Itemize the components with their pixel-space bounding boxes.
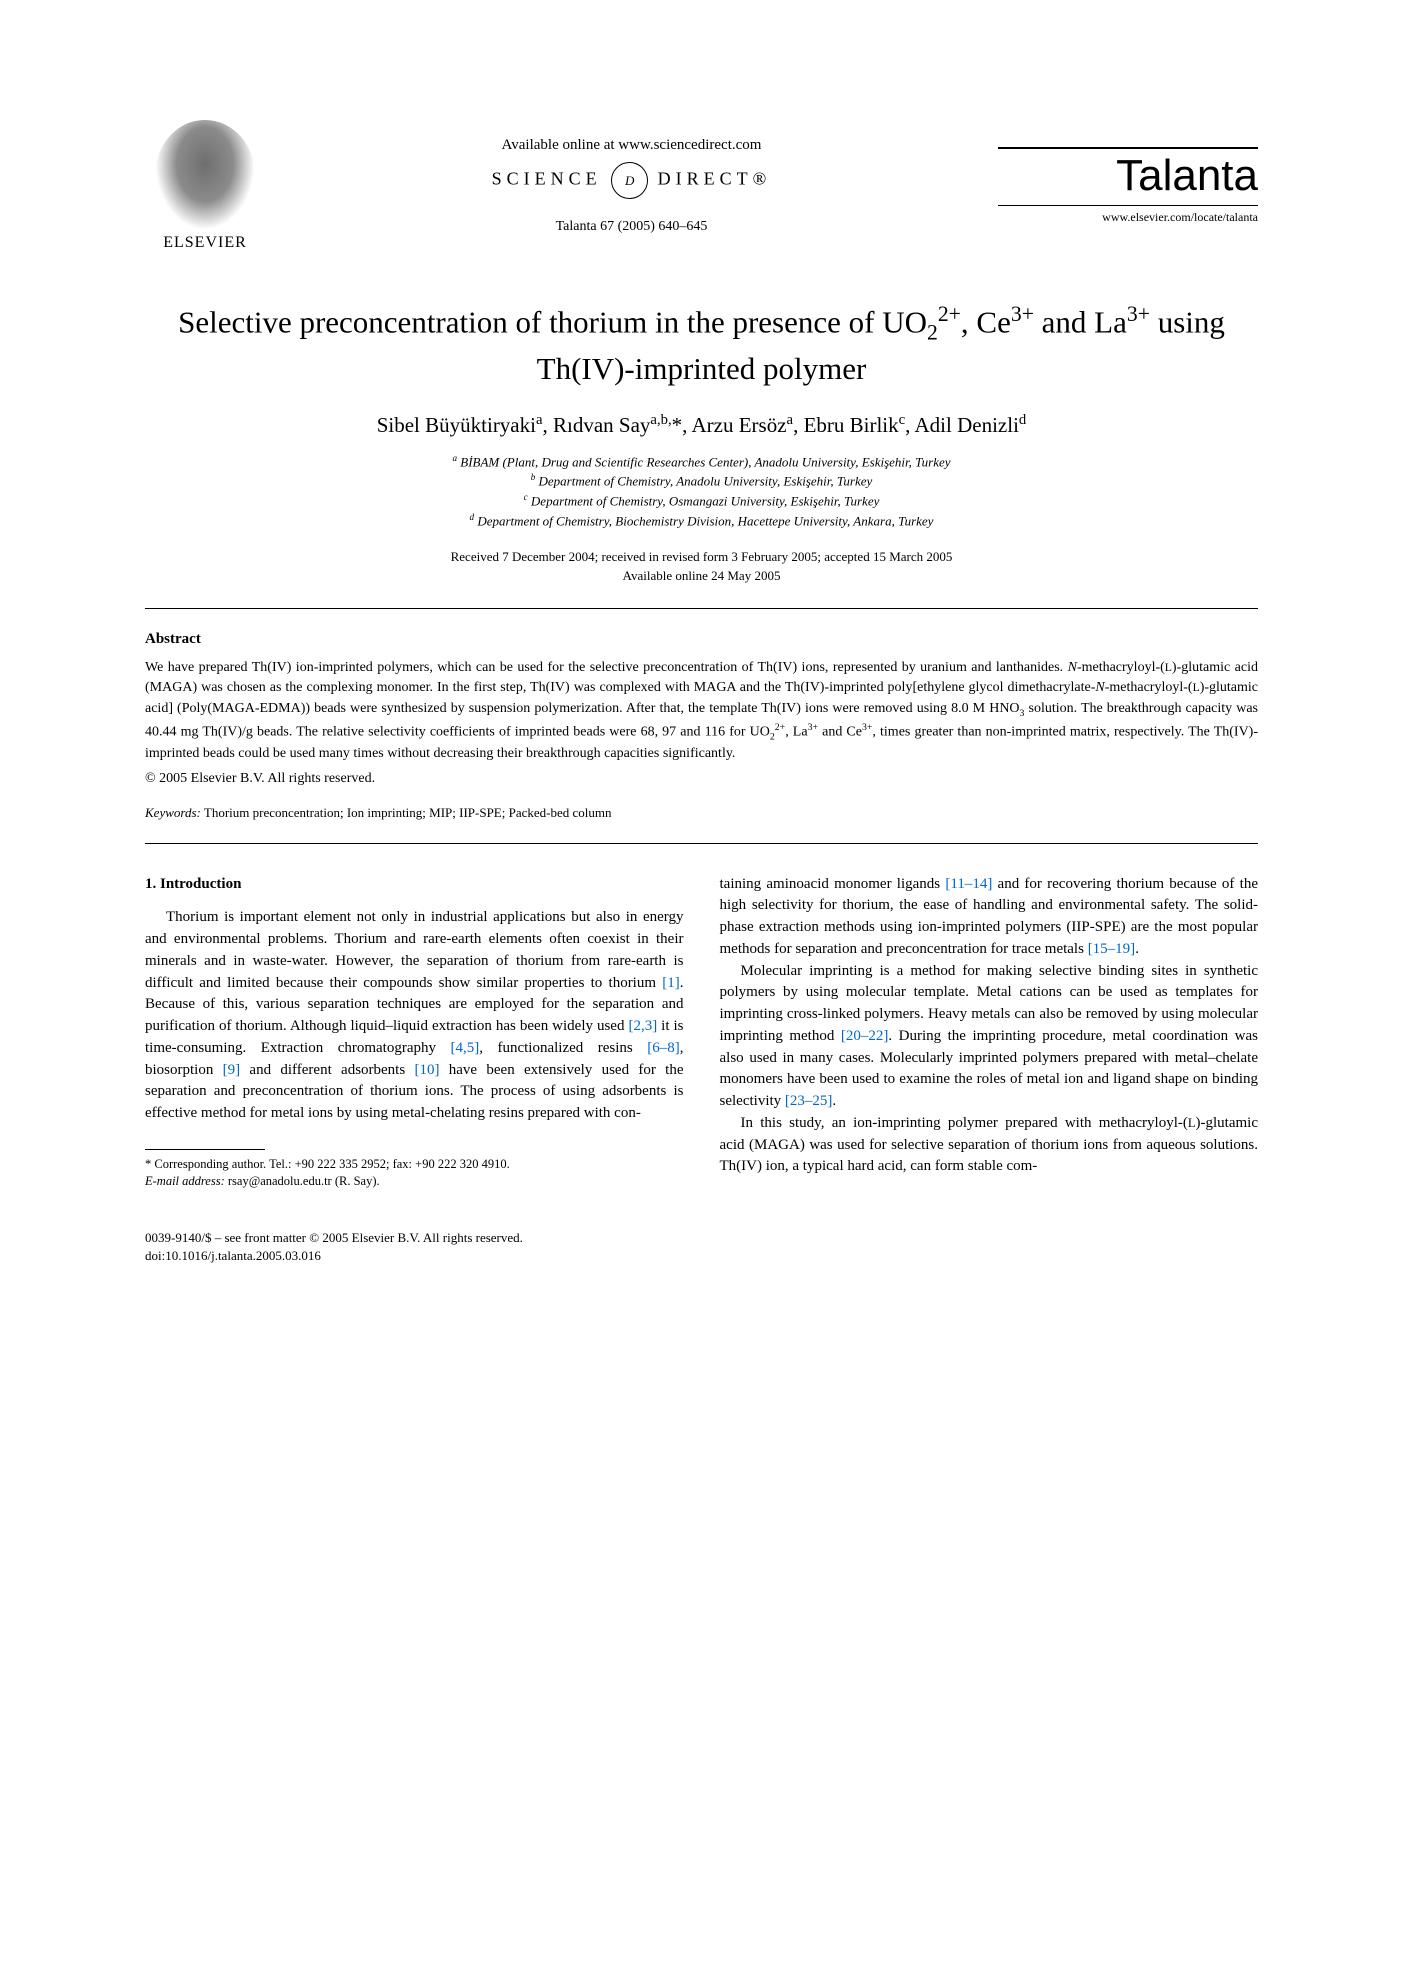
email-address: rsay@anadolu.edu.tr (R. Say). [225,1174,380,1188]
received-date: Received 7 December 2004; received in re… [145,547,1258,567]
sd-word1: SCIENCE [492,169,602,189]
elsevier-tree-icon [155,120,255,230]
intro-paragraph-r1: taining aminoacid monomer ligands [11–14… [720,874,1259,961]
issn-line: 0039-9140/$ – see front matter © 2005 El… [145,1229,1258,1247]
email-line: E-mail address: rsay@anadolu.edu.tr (R. … [145,1173,684,1191]
sciencedirect-logo: SCIENCE d DIRECT® [265,162,998,199]
intro-paragraph-left: Thorium is important element not only in… [145,907,684,1125]
journal-url: www.elsevier.com/locate/talanta [998,210,1258,225]
publisher-name: ELSEVIER [163,234,247,252]
article-title: Selective preconcentration of thorium in… [155,300,1248,390]
bottom-matter: 0039-9140/$ – see front matter © 2005 El… [145,1229,1258,1265]
corresponding-author: * Corresponding author. Tel.: +90 222 33… [145,1156,684,1174]
sd-word2: DIRECT® [658,169,772,189]
right-header: Talanta www.elsevier.com/locate/talanta [998,147,1258,225]
page-container: ELSEVIER Available online at www.science… [0,0,1403,1325]
body-columns: 1. Introduction Thorium is important ele… [145,874,1258,1191]
publisher-block: ELSEVIER [145,120,265,252]
affiliation-a: a BİBAM (Plant, Drug and Scientific Rese… [145,452,1258,472]
journal-name: Talanta [998,147,1258,206]
doi-line: doi:10.1016/j.talanta.2005.03.016 [145,1247,1258,1265]
journal-citation: Talanta 67 (2005) 640–645 [265,219,998,235]
affiliation-c: c Department of Chemistry, Osmangazi Uni… [145,491,1258,511]
left-column: 1. Introduction Thorium is important ele… [145,874,684,1191]
intro-paragraph-r2: Molecular imprinting is a method for mak… [720,961,1259,1113]
footnote-rule [145,1149,265,1150]
abstract-copyright: © 2005 Elsevier B.V. All rights reserved… [145,771,1258,787]
footnote-block: * Corresponding author. Tel.: +90 222 33… [145,1156,684,1191]
affiliation-b: b Department of Chemistry, Anadolu Unive… [145,471,1258,491]
header-row: ELSEVIER Available online at www.science… [145,120,1258,252]
section-1-heading: 1. Introduction [145,874,684,896]
intro-paragraph-r3: In this study, an ion-imprinting polymer… [720,1113,1259,1178]
affiliations-block: a BİBAM (Plant, Drug and Scientific Rese… [145,452,1258,531]
online-date: Available online 24 May 2005 [145,566,1258,586]
abstract-text: We have prepared Th(IV) ion-imprinted po… [145,658,1258,765]
rule-bottom [145,843,1258,844]
right-column: taining aminoacid monomer ligands [11–14… [720,874,1259,1191]
keywords-line: Keywords: Thorium preconcentration; Ion … [145,805,1258,821]
abstract-heading: Abstract [145,631,1258,648]
authors-line: Sibel Büyüktiryakia, Rıdvan Saya,b,*, Ar… [145,412,1258,438]
affiliation-d: d Department of Chemistry, Biochemistry … [145,511,1258,531]
keywords-label: Keywords: [145,805,201,820]
center-header: Available online at www.sciencedirect.co… [265,137,998,235]
dates-block: Received 7 December 2004; received in re… [145,547,1258,586]
available-online-text: Available online at www.sciencedirect.co… [265,137,998,154]
keywords-text: Thorium preconcentration; Ion imprinting… [201,805,612,820]
sciencedirect-orb-icon: d [611,162,648,199]
email-label: E-mail address: [145,1174,225,1188]
rule-top [145,608,1258,609]
